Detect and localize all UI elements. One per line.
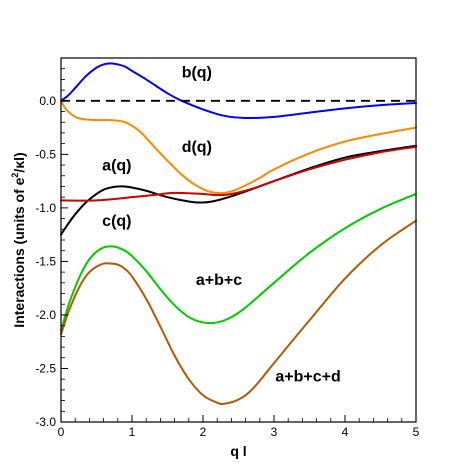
- y-tick-label: 0.0: [39, 94, 56, 108]
- curve-annotations: b(q) d(q) a(q) c(q) a+b+c a+b+c+d: [102, 64, 341, 385]
- x-tick-label: 1: [129, 425, 136, 439]
- curve-label: b(q): [182, 64, 212, 81]
- y-axis-label-prefix: Interactions (units of e: [11, 177, 27, 327]
- x-tick-label: 3: [271, 425, 278, 439]
- series-line-c: [60, 145, 417, 202]
- y-tick-label: -1.5: [35, 254, 56, 268]
- series-line-abcd: [60, 219, 417, 406]
- y-axis-label-suffix: /κl): [11, 152, 27, 172]
- x-tick-label: 4: [342, 425, 349, 439]
- plot-frame: [60, 57, 417, 423]
- curve-label: c(q): [102, 213, 131, 230]
- axis-ticks: 0 1 2 3 4 5 0.0 -0.5 -1.0 -1.5 -2.0 -2.5 -3.0: [35, 57, 420, 439]
- series-curves: [60, 62, 417, 406]
- y-axis-label: Interactions (units of e2/κl): [10, 152, 27, 327]
- curve-label: d(q): [182, 139, 212, 156]
- y-tick-label: -2.5: [35, 361, 56, 375]
- x-tick-label: 5: [413, 425, 420, 439]
- series-line-d: [60, 99, 417, 195]
- x-tick-label: 0: [58, 425, 65, 439]
- series-line-b: [60, 62, 417, 119]
- curve-label: a(q): [102, 157, 131, 174]
- curve-label: a+b+c: [196, 272, 242, 289]
- y-tick-label: -0.5: [35, 147, 56, 161]
- y-tick-label: -1.0: [35, 201, 56, 215]
- y-axis-label-sup: 2: [10, 173, 20, 178]
- y-tick-label: -3.0: [35, 415, 56, 429]
- x-tick-label: 2: [200, 425, 207, 439]
- x-axis-label: q l: [230, 443, 246, 459]
- series-line-abc: [60, 192, 417, 332]
- curve-label: a+b+c+d: [275, 368, 340, 385]
- y-tick-label: -2.0: [35, 308, 56, 322]
